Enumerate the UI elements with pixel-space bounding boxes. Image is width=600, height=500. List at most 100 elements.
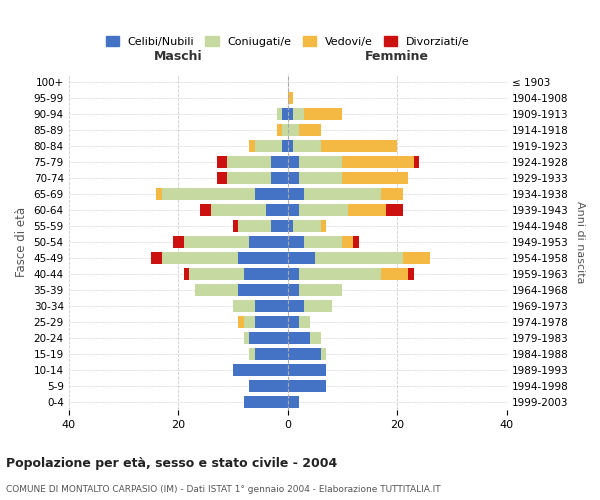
Bar — [233, 300, 255, 312]
Bar — [255, 300, 287, 312]
Text: Femmine: Femmine — [365, 50, 429, 64]
Bar — [233, 364, 287, 376]
Bar — [304, 300, 331, 312]
Bar — [320, 140, 397, 152]
Bar — [386, 204, 403, 216]
Bar — [282, 124, 287, 136]
Bar — [299, 316, 310, 328]
Bar — [293, 220, 320, 232]
Bar — [287, 332, 310, 344]
Bar — [299, 284, 343, 296]
Text: Maschi: Maschi — [154, 50, 202, 64]
Bar — [184, 236, 250, 248]
Bar — [343, 236, 353, 248]
Bar — [287, 140, 293, 152]
Bar — [353, 236, 359, 248]
Bar — [320, 220, 326, 232]
Bar — [299, 124, 320, 136]
Bar — [227, 172, 271, 184]
Bar — [343, 172, 408, 184]
Bar — [277, 108, 282, 120]
Bar — [156, 188, 162, 200]
Bar — [287, 124, 299, 136]
Bar — [217, 172, 227, 184]
Bar — [244, 268, 287, 280]
Bar — [200, 204, 211, 216]
Bar — [287, 348, 320, 360]
Bar — [287, 236, 304, 248]
Bar — [293, 108, 304, 120]
Bar — [304, 236, 343, 248]
Bar — [151, 252, 162, 264]
Bar — [244, 316, 255, 328]
Bar — [250, 332, 287, 344]
Bar — [255, 140, 282, 152]
Bar — [266, 204, 287, 216]
Bar — [287, 188, 304, 200]
Bar — [255, 188, 287, 200]
Bar — [217, 156, 227, 168]
Bar — [413, 156, 419, 168]
Bar — [299, 156, 343, 168]
Bar — [255, 316, 287, 328]
Bar — [184, 268, 189, 280]
Bar — [304, 188, 381, 200]
Bar — [304, 108, 343, 120]
Bar — [162, 188, 255, 200]
Bar — [287, 252, 315, 264]
Bar — [287, 396, 299, 408]
Bar — [244, 332, 250, 344]
Bar — [293, 140, 320, 152]
Bar — [227, 156, 271, 168]
Bar — [348, 204, 386, 216]
Bar — [315, 252, 403, 264]
Bar — [287, 108, 293, 120]
Bar — [287, 284, 299, 296]
Bar — [162, 252, 238, 264]
Bar — [287, 172, 299, 184]
Bar — [238, 284, 287, 296]
Bar — [173, 236, 184, 248]
Bar — [287, 268, 299, 280]
Bar — [287, 156, 299, 168]
Bar — [299, 268, 381, 280]
Bar — [381, 188, 403, 200]
Bar — [310, 332, 320, 344]
Text: COMUNE DI MONTALTO CARPASIO (IM) - Dati ISTAT 1° gennaio 2004 - Elaborazione TUT: COMUNE DI MONTALTO CARPASIO (IM) - Dati … — [6, 485, 440, 494]
Bar — [381, 268, 408, 280]
Bar — [287, 364, 326, 376]
Bar — [271, 220, 287, 232]
Bar — [287, 316, 299, 328]
Bar — [244, 396, 287, 408]
Bar — [282, 140, 287, 152]
Y-axis label: Fasce di età: Fasce di età — [15, 208, 28, 278]
Y-axis label: Anni di nascita: Anni di nascita — [575, 201, 585, 283]
Bar — [233, 220, 238, 232]
Bar — [238, 220, 271, 232]
Bar — [238, 316, 244, 328]
Bar — [194, 284, 238, 296]
Bar — [287, 380, 326, 392]
Bar — [287, 92, 293, 104]
Bar — [211, 204, 266, 216]
Bar — [271, 156, 287, 168]
Bar — [287, 204, 299, 216]
Bar — [320, 348, 326, 360]
Bar — [189, 268, 244, 280]
Text: Popolazione per età, sesso e stato civile - 2004: Popolazione per età, sesso e stato civil… — [6, 458, 337, 470]
Bar — [282, 108, 287, 120]
Bar — [250, 140, 255, 152]
Bar — [287, 220, 293, 232]
Bar — [343, 156, 413, 168]
Bar — [299, 204, 348, 216]
Bar — [403, 252, 430, 264]
Bar — [250, 348, 255, 360]
Bar — [271, 172, 287, 184]
Bar — [277, 124, 282, 136]
Bar — [250, 236, 287, 248]
Bar — [238, 252, 287, 264]
Bar — [408, 268, 413, 280]
Bar — [287, 300, 304, 312]
Legend: Celibi/Nubili, Coniugati/e, Vedovi/e, Divorziati/e: Celibi/Nubili, Coniugati/e, Vedovi/e, Di… — [106, 36, 470, 47]
Bar — [255, 348, 287, 360]
